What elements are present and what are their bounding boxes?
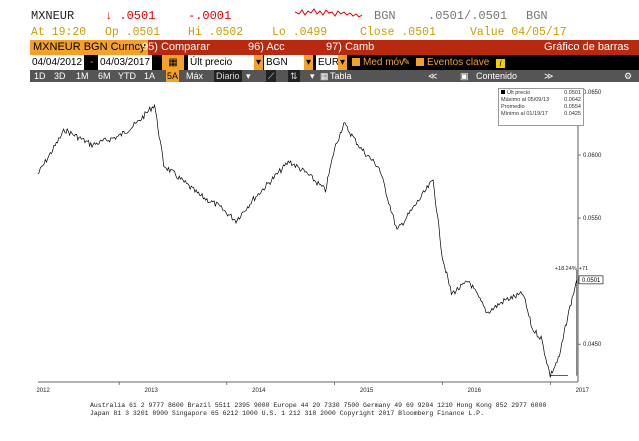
legend-value: 0.0425 <box>564 111 581 117</box>
legend-row-average: Promedio 0.0554 <box>501 104 581 111</box>
actions-button[interactable]: 96) Acc <box>248 41 285 53</box>
function-bar: MXNEUR BGN Curncy 95) Comparar 96) Acc 9… <box>30 40 639 55</box>
chevron-down-icon[interactable]: ▾ <box>338 55 348 70</box>
x-tick-label: 2014 <box>252 388 266 394</box>
chevron-down-icon[interactable]: ▾ <box>310 71 315 81</box>
moving-average-label: Med móv <box>363 57 405 68</box>
period-3d[interactable]: 3D <box>54 71 66 81</box>
period-max[interactable]: Máx <box>186 71 204 81</box>
period-1a[interactable]: 1A <box>144 71 156 81</box>
date-separator: - <box>90 57 94 68</box>
last-price: ↓ .0501 <box>105 9 156 23</box>
line-chart-icon[interactable]: ⟋ <box>266 70 277 82</box>
high-price: Hi .0502 <box>188 26 244 39</box>
legend-value: 0.0642 <box>564 97 581 103</box>
legend-row-high: Máximo al 05/09/13 0.0642 <box>501 97 581 104</box>
settings-bar: 04/04/2012 - 04/03/2017 ▦ Últ precio ▾ B… <box>30 55 639 70</box>
legend-label: Promedio <box>501 104 525 110</box>
ticker: MXNEUR <box>31 9 75 23</box>
table-button[interactable]: Tabla <box>330 71 352 81</box>
delta-annotation-2: +71 <box>579 266 588 272</box>
low-price: Lo .0499 <box>272 26 328 39</box>
chart-type-icon[interactable]: ⇅ <box>288 70 300 82</box>
pencil-icon[interactable]: ✎ <box>402 57 411 68</box>
table-icon[interactable]: ▦ <box>320 71 329 81</box>
chevron-down-icon[interactable]: ▾ <box>254 55 264 70</box>
open-price: Op .0501 <box>105 26 161 39</box>
y-tick-label: 0.0450 <box>583 342 602 348</box>
security-field[interactable]: MXNEUR BGN Curncy <box>30 40 149 55</box>
net-change: -.0001 <box>188 9 232 23</box>
field-select[interactable]: Últ precio <box>188 55 254 70</box>
quote-time: At 19:20 <box>31 26 87 39</box>
checkbox-icon[interactable] <box>416 58 424 66</box>
period-6m[interactable]: 6M <box>98 71 111 81</box>
info-icon[interactable]: i <box>496 55 505 70</box>
period-5a[interactable]: 5A <box>166 70 180 82</box>
change-button[interactable]: 97) Camb <box>326 41 375 53</box>
chart-canvas: 0.0650 0.0600 0.0550 0.0501 0.0450 2012 2013 20… <box>36 88 604 394</box>
quote-panel: MXNEUR ↓ .0501 -.0001 BGN .0501/.0501 BG… <box>30 0 639 40</box>
legend-value: 0.0501 <box>564 90 581 96</box>
y-tick-label: 0.0650 <box>583 90 602 96</box>
series-line <box>37 103 578 378</box>
frequency-select[interactable]: Diario <box>214 70 242 82</box>
bid-ask: .0501/.0501 <box>428 9 508 23</box>
delta-annotation: +18.24% <box>555 266 577 272</box>
start-date-input[interactable]: 04/04/2012 <box>30 55 85 70</box>
chart-title: Gráfico de barras <box>544 41 629 53</box>
y-tick-label: 0.0600 <box>583 153 602 159</box>
period-ytd[interactable]: YTD <box>118 71 136 81</box>
bid-ask-source: BGN <box>526 9 548 23</box>
legend-label: Últ precio <box>507 90 531 96</box>
sparkline-icon <box>295 8 363 18</box>
last-price-tag-label: 0.0501 <box>582 278 601 284</box>
legend-label: Máximo al 05/09/13 <box>501 97 549 103</box>
chevron-down-icon[interactable]: ▾ <box>246 71 251 81</box>
moving-average-toggle[interactable]: Med móv <box>352 55 404 70</box>
chart-legend: Últ precio 0.0501 Máximo al 05/09/13 0.064… <box>498 88 584 126</box>
footer-line-1: Australia 61 2 9777 8600 Brazil 5511 239… <box>90 402 547 409</box>
content-icon[interactable]: ▣ <box>460 71 469 81</box>
x-tick-label: 2017 <box>576 388 590 394</box>
expand-right-icon[interactable]: ≫ <box>544 71 554 81</box>
checkbox-icon[interactable] <box>352 58 360 66</box>
gear-icon[interactable]: ⚙ <box>624 71 633 81</box>
legend-label: Mínimo al 01/19/17 <box>501 111 548 117</box>
legend-value: 0.0554 <box>564 104 581 110</box>
key-events-toggle[interactable]: Eventos clave <box>416 55 489 70</box>
source-select[interactable]: BGN <box>264 55 304 70</box>
end-date-input[interactable]: 04/03/2017 <box>98 55 153 70</box>
legend-row-low: Mínimo al 01/19/17 0.0425 <box>501 111 581 118</box>
footer-line-2: Japan 81 3 3201 8900 Singapore 65 6212 1… <box>90 410 484 417</box>
compare-button[interactable]: 95) Comparar <box>142 41 210 53</box>
period-1m[interactable]: 1M <box>76 71 89 81</box>
collapse-left-icon[interactable]: ≪ <box>428 71 438 81</box>
price-chart: 0.0650 0.0600 0.0550 0.0501 0.0450 2012 2013 20… <box>30 82 639 441</box>
key-events-label: Eventos clave <box>427 57 490 68</box>
x-tick-label: 2013 <box>144 388 158 394</box>
period-bar: 1D 3D 1M 6M YTD 1A 5A Máx Diario ▾ ⟋ ⇅ ▾… <box>30 70 639 82</box>
content-button[interactable]: Contenido <box>476 71 518 81</box>
chevron-down-icon[interactable]: ▾ <box>304 55 314 70</box>
last-price-tag <box>578 275 604 285</box>
legend-swatch-icon <box>501 90 505 94</box>
close-price: Close .0501 <box>360 26 436 39</box>
x-tick-label: 2016 <box>468 388 482 394</box>
calendar-icon[interactable]: ▦ <box>162 55 184 70</box>
period-1d[interactable]: 1D <box>34 71 46 81</box>
price-source: BGN <box>374 9 396 23</box>
value-date: Value 04/05/17 <box>470 26 567 39</box>
legend-row-last: Últ precio 0.0501 <box>501 90 581 97</box>
y-tick-label: 0.0550 <box>583 216 602 222</box>
x-tick-label: 2012 <box>36 388 50 394</box>
x-tick-label: 2015 <box>360 388 374 394</box>
currency-select[interactable]: EUR <box>316 55 340 70</box>
